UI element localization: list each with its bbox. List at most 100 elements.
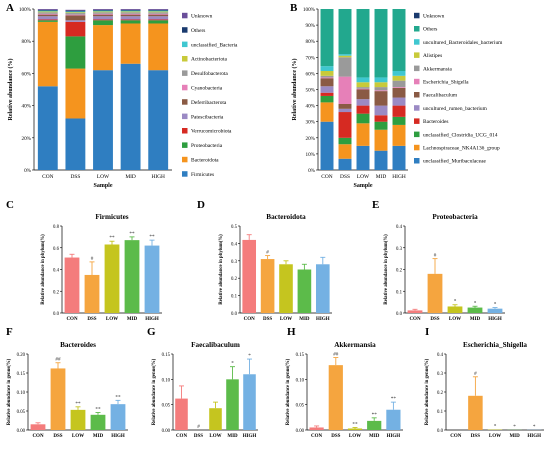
stacked-bar-segment	[375, 151, 388, 170]
legend-swatch	[182, 157, 188, 163]
legend-swatch	[414, 79, 420, 85]
stacked-bar-segment	[339, 159, 352, 170]
significance-mark: *	[474, 300, 477, 306]
stacked-bar-segment	[65, 20, 85, 22]
significance-mark: **	[372, 412, 378, 418]
bar	[279, 264, 293, 313]
y-tick-label: 0.8	[53, 225, 60, 230]
bar	[51, 368, 66, 430]
y-axis-title: Relative abundance (%)	[291, 59, 298, 121]
significance-mark: **	[109, 235, 115, 241]
legend-label: Lachnospiraceae_NK4A136_group	[423, 146, 500, 152]
y-tick-label: 0.3	[231, 260, 238, 265]
y-tick-label: 0.4	[53, 269, 60, 274]
legend-label: Desulfobacterota	[191, 70, 228, 77]
stacked-bar-segment	[393, 117, 406, 125]
legend-label: Patescibacteria	[191, 114, 224, 120]
y-tick-label: 0.0	[437, 429, 444, 434]
stacked-bar-segment	[38, 86, 58, 170]
x-tick-label: CON	[311, 434, 323, 439]
stacked-bar-segment	[38, 11, 58, 12]
x-tick-label: MID	[227, 434, 238, 439]
stacked-bar-segment	[357, 90, 370, 100]
stacked-bar-segment	[148, 11, 168, 12]
chart-title: Bacteroides	[60, 341, 96, 349]
stacked-bar-segment	[375, 122, 388, 130]
stacked-bar-segment	[339, 144, 352, 158]
stacked-bar-segment	[357, 9, 370, 77]
y-tick-label: 0.05	[162, 404, 171, 409]
legend-swatch	[414, 92, 420, 98]
legend-label: Bacteroidota	[191, 158, 219, 164]
y-tick-label: 0.10	[162, 378, 171, 383]
x-tick-label: HIGH	[387, 434, 401, 439]
significance-mark: **	[95, 407, 101, 413]
y-axis-title: Relative abundance in genus(%)	[152, 358, 157, 425]
stacked-bar-segment	[121, 10, 141, 11]
stacked-bar-segment	[393, 125, 406, 146]
legend-label: Akkermansia	[423, 66, 452, 72]
stacked-bar-segment	[375, 90, 388, 91]
y-tick-label: 70%	[305, 55, 315, 61]
x-tick-label: MID	[369, 434, 380, 439]
stacked-bar-segment	[93, 20, 113, 25]
stacked-bar-segment	[339, 104, 352, 109]
x-tick-label: HIGH	[392, 174, 406, 180]
stacked-bar-segment	[38, 15, 58, 17]
stacked-bar-segment	[38, 20, 58, 22]
y-tick-label: 0.15	[296, 353, 305, 358]
x-tick-label: LOW	[97, 174, 110, 180]
legend-label: Bacteroides	[423, 119, 448, 125]
stacked-bar-segment	[321, 66, 334, 71]
panel-letter-g: G	[147, 326, 156, 338]
stacked-bar-segment	[375, 106, 388, 116]
legend-swatch	[414, 105, 420, 111]
x-tick-label: LOW	[209, 434, 221, 439]
x-tick-label: DSS	[70, 174, 80, 180]
stacked-bar-segment	[93, 15, 113, 17]
panel-letter-d: D	[197, 199, 205, 211]
stacked-bar-segment	[65, 15, 85, 20]
chart-title: Akkermansia	[334, 341, 376, 349]
y-tick-label: 0.0	[396, 312, 403, 317]
stacked-bar-segment	[38, 10, 58, 11]
stacked-bar-segment	[339, 109, 352, 112]
y-tick-label: 40%	[305, 104, 315, 110]
bar	[316, 264, 330, 313]
x-tick-label: MID	[127, 317, 138, 322]
y-tick-label: 40%	[21, 104, 31, 110]
legend-swatch	[182, 114, 188, 120]
bar	[309, 427, 323, 430]
x-axis-title: Sample	[353, 183, 372, 189]
x-tick-label: MID	[509, 434, 520, 439]
legend-swatch	[414, 52, 420, 58]
stacked-bar-segment	[121, 19, 141, 20]
stacked-bar-segment	[121, 64, 141, 170]
significance-mark: *	[494, 302, 497, 308]
x-tick-label: CON	[321, 174, 332, 180]
stacked-bar-segment	[93, 10, 113, 11]
y-tick-label: 0.20	[17, 353, 26, 358]
stacked-bar-segment	[321, 71, 334, 76]
x-tick-label: DSS	[430, 317, 439, 322]
y-tick-label: 0.0	[231, 312, 238, 317]
stacked-bar-segment	[93, 25, 113, 70]
x-tick-label: LOW	[72, 434, 84, 439]
bar	[175, 399, 188, 430]
stacked-bar-segment	[321, 86, 334, 92]
stacked-bar-segment	[393, 146, 406, 170]
stacked-bar-segment	[121, 9, 141, 10]
legend-label: Unknown	[191, 14, 213, 20]
y-tick-label: 0.4	[231, 242, 238, 247]
x-tick-label: HIGH	[527, 434, 541, 439]
bar	[468, 308, 483, 313]
legend-swatch	[414, 66, 420, 72]
y-tick-label: 0.2	[396, 269, 403, 274]
bar	[71, 410, 86, 430]
stacked-bar-segment	[321, 76, 334, 78]
y-tick-label: 0.1	[437, 410, 444, 415]
stacked-bar-segment	[321, 77, 334, 78]
y-tick-label: 0.10	[17, 391, 26, 396]
stacked-bar-segment	[65, 11, 85, 12]
chart-title: Faecalibaculum	[191, 341, 240, 349]
